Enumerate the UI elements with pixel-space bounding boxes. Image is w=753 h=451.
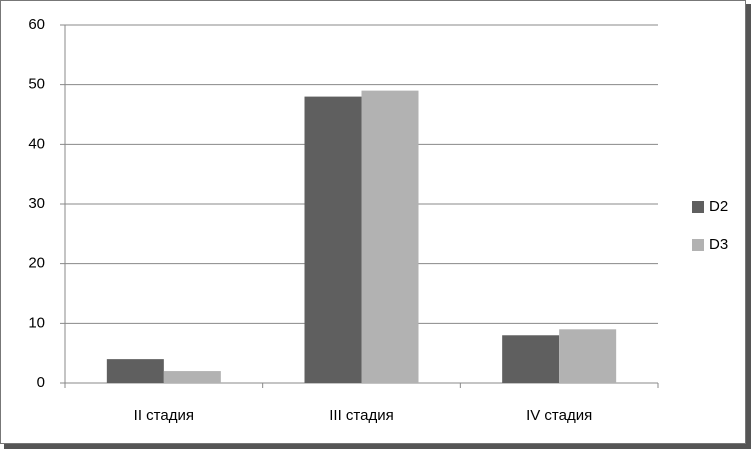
bar bbox=[163, 371, 221, 383]
bar bbox=[106, 359, 164, 383]
legend-swatch bbox=[692, 239, 704, 251]
y-tick-label: 60 bbox=[28, 16, 45, 33]
y-tick-label: 10 bbox=[28, 314, 45, 331]
bar bbox=[502, 335, 560, 383]
bar bbox=[559, 329, 617, 383]
y-tick-label: 40 bbox=[28, 135, 45, 152]
y-tick-label: 0 bbox=[37, 374, 45, 391]
legend-label: D2 bbox=[709, 198, 728, 215]
x-tick-label: IV стадия bbox=[526, 407, 592, 424]
x-tick-label: III стадия bbox=[329, 407, 393, 424]
legend-swatch bbox=[692, 201, 704, 213]
legend-label: D3 bbox=[709, 236, 728, 253]
y-tick-label: 30 bbox=[28, 195, 45, 212]
y-tick-label: 50 bbox=[28, 76, 45, 93]
y-tick-label: 20 bbox=[28, 255, 45, 272]
bar bbox=[304, 96, 362, 383]
bar bbox=[361, 90, 419, 383]
x-tick-label: II стадия bbox=[134, 407, 194, 424]
